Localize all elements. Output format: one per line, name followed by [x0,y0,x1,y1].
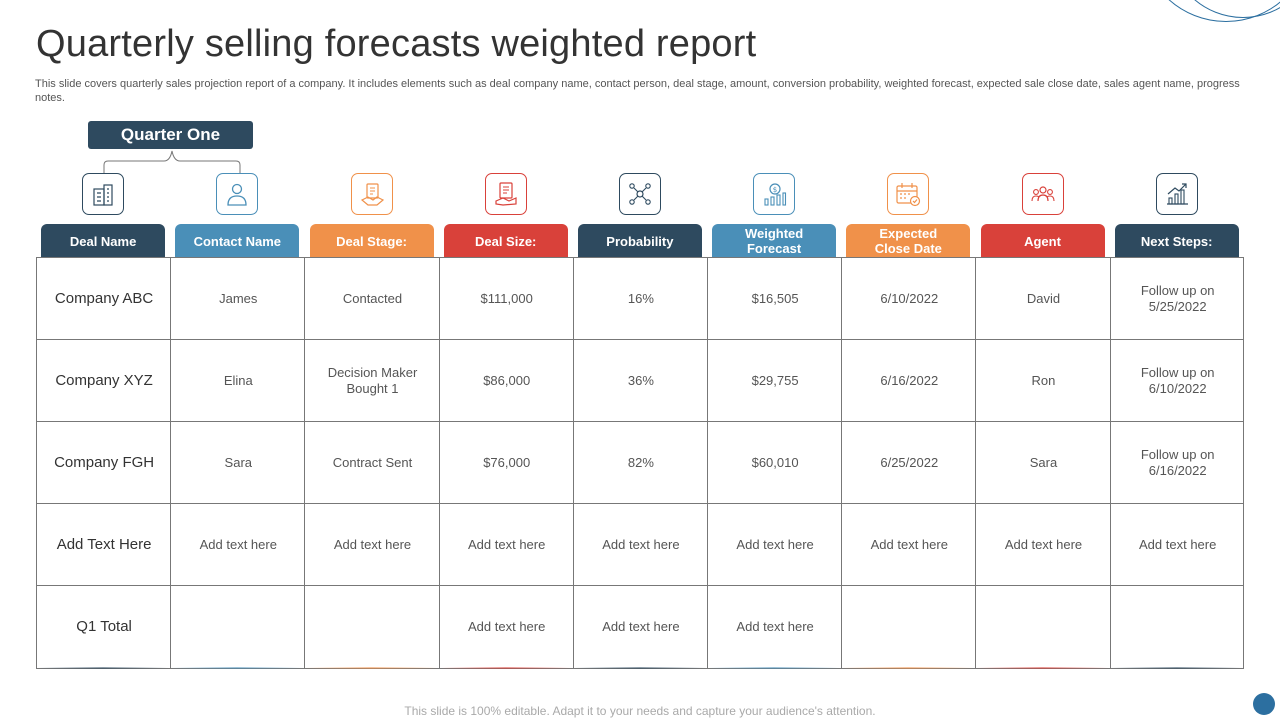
table-cell: 6/25/2022 [880,455,939,470]
table-cell [842,586,976,668]
table-cell: 6/10/2022 [880,291,939,306]
calendar-check-icon [887,173,930,215]
table-cell: $86,000 [483,373,531,388]
column-underline [842,667,975,669]
table-cell: Add text here [736,537,814,552]
slide-title: Quarterly selling forecasts weighted rep… [36,23,757,65]
table-cell: Decision Maker Bought 1 [327,365,418,396]
column-header: Deal Name [41,224,166,258]
table-cell: Contacted [342,291,403,306]
column-divider [1109,258,1111,668]
svg-text:$: $ [773,186,777,194]
table-cell: $60,010 [751,455,799,470]
column-underline [305,667,438,669]
table-cell: $29,755 [751,373,799,388]
team-icon [1021,173,1064,215]
table-cell: $111,000 [480,291,533,306]
column-underline [573,667,706,669]
table-cell: Add text here [602,537,680,552]
person-icon [216,173,259,215]
row-label-cell: Add Text Here [56,536,152,553]
row-label-cell: Company XYZ [55,372,153,389]
column-underline [1110,667,1243,669]
column-divider [304,258,306,668]
table-cell: James [219,291,258,306]
table-cell: Add text here [333,537,412,552]
column-header: Contact Name [175,224,300,258]
table-cell: Add text here [602,619,680,634]
table-cell: Follow up on 6/16/2022 [1140,447,1215,478]
table-cell: 6/16/2022 [880,373,939,388]
table-cell: Add text here [736,619,814,634]
table-cell: Add text here [1139,537,1217,552]
column-header: Probability [577,224,702,258]
column-divider [170,258,172,668]
table-cell: $16,505 [751,291,799,306]
column-header: Agent [980,224,1105,258]
table-cell: Add text here [199,537,277,552]
table-cell: Elina [223,373,253,388]
table-cell: Add text here [468,619,546,634]
table-cell: Sara [1029,455,1058,470]
growth-chart-icon [1155,173,1198,215]
deals-table: Company ABC James Contacted $111,000 16% $16,… [36,257,1244,669]
column-divider [841,258,843,668]
column-header: Expected Close Date [846,224,971,258]
table-cell: Add text here [468,537,546,552]
network-nodes-icon [618,173,661,215]
table-cell [171,586,305,668]
column-underline [976,667,1109,669]
table-cell: Follow up on 5/25/2022 [1140,283,1215,314]
row-label-cell: Company ABC [54,290,154,307]
quarter-bracket [103,150,241,175]
handshake-document-icon [350,173,393,215]
row-divider [37,339,1243,340]
table-cell [305,586,439,668]
column-divider [707,258,708,668]
column-divider [438,258,440,668]
row-divider [37,585,1243,586]
row-label-cell: Q1 Total [76,618,132,635]
table-cell: Contract Sent [332,455,413,470]
decorative-dot [1253,693,1275,715]
column-underline [37,667,170,669]
money-chart-icon: $ [753,173,796,215]
building-icon [82,173,125,215]
table-cell: 82% [627,455,654,470]
row-divider [37,421,1243,422]
row-divider [37,503,1243,504]
column-header: Next Steps: [1114,224,1239,258]
table-cell: David [1026,291,1061,306]
row-label-cell: Company FGH [54,454,155,471]
table-cell [1111,586,1245,668]
quarter-label: Quarter One [88,121,253,149]
column-header: Deal Size: [443,224,568,258]
column-underline [439,667,572,669]
table-cell: Follow up on 6/10/2022 [1140,365,1215,396]
column-header: Deal Stage: [309,224,434,258]
column-divider [572,258,574,668]
column-divider [975,258,977,668]
contract-hand-icon [484,173,527,215]
column-underline [171,667,304,669]
table-cell: Ron [1031,373,1056,388]
table-cell: Add text here [870,537,948,552]
slide-subtitle: This slide covers quarterly sales projec… [35,78,1240,104]
table-cell: 16% [627,291,654,306]
table-cell: Sara [224,455,253,470]
table-cell: $76,000 [483,455,531,470]
table-cell [976,586,1110,668]
table-cell: 36% [627,373,654,388]
slide-footer: This slide is 100% editable. Adapt it to… [404,704,876,718]
column-underline [708,667,841,669]
table-cell: Add text here [1004,537,1083,552]
column-header: Weighted Forecast [712,224,837,258]
